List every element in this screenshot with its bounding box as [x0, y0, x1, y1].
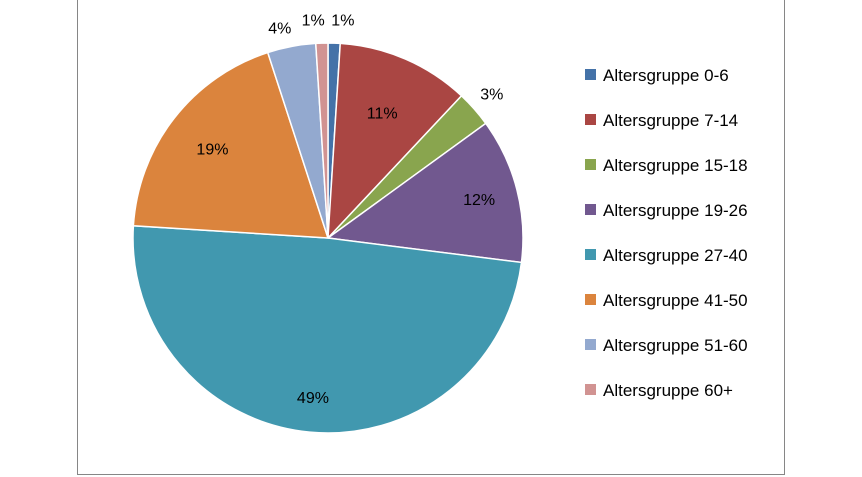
- legend-swatch-6: [585, 294, 596, 305]
- pie-label-8: 1%: [302, 13, 325, 30]
- pie-slice-8: [314, 42, 329, 239]
- legend-label-6: Altersgruppe 41-50: [603, 291, 748, 310]
- pie-label-7: 4%: [268, 20, 291, 37]
- pie-slice-5: [132, 224, 523, 434]
- pie-label-3: 3%: [480, 87, 503, 104]
- pie-slice-6: [132, 51, 330, 239]
- legend-swatch-2: [585, 114, 596, 125]
- legend-swatch-8: [585, 384, 596, 395]
- pie-label-5: 49%: [297, 390, 329, 407]
- legend-label-3: Altersgruppe 15-18: [603, 156, 748, 175]
- pie-labels: 1% 11% 3% 12% 49% 19% 4% 1%: [196, 13, 503, 407]
- legend-label-8: Altersgruppe 60+: [603, 381, 733, 400]
- pie-slices: [132, 42, 524, 434]
- pie-label-1: 1%: [331, 13, 354, 30]
- pie-label-2: 11%: [367, 106, 398, 123]
- legend-label-1: Altersgruppe 0-6: [603, 66, 729, 85]
- pie-label-6: 19%: [196, 141, 228, 158]
- legend-label-7: Altersgruppe 51-60: [603, 336, 748, 355]
- pie-slice-4: [326, 122, 524, 264]
- pie-slice-2: [327, 42, 463, 241]
- legend-swatch-5: [585, 249, 596, 260]
- legend-swatch-3: [585, 159, 596, 170]
- legend-label-4: Altersgruppe 19-26: [603, 201, 748, 220]
- legend-swatch-4: [585, 204, 596, 215]
- pie-label-4: 12%: [463, 192, 495, 209]
- legend-swatch-7: [585, 339, 596, 350]
- legend-label-5: Altersgruppe 27-40: [603, 246, 748, 265]
- legend-swatch-1: [585, 69, 596, 80]
- legend: Altersgruppe 0-6 Altersgruppe 7-14 Altersg…: [585, 66, 748, 400]
- legend-label-2: Altersgruppe 7-14: [603, 111, 738, 130]
